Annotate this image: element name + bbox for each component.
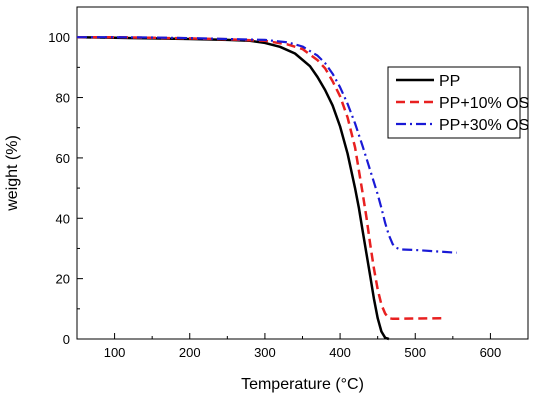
x-axis-title: Temperature (°C): [241, 376, 364, 393]
plot-frame: [76, 6, 529, 340]
x-tick-label: 400: [329, 345, 351, 360]
y-tick-label: 100: [48, 30, 70, 45]
legend-label: PP+30% OS: [439, 117, 529, 134]
y-axis-title: weight (%): [4, 135, 21, 212]
x-tick-label: 300: [254, 345, 276, 360]
x-axis: 100 200 300 400 500 600: [104, 333, 502, 360]
x-tick-label: 200: [179, 345, 201, 360]
series-layer: [76, 35, 457, 341]
y-tick-label: 40: [56, 211, 70, 226]
y-tick-label: 80: [56, 91, 70, 106]
x-tick-label: 500: [404, 345, 426, 360]
series-line-2: [77, 35, 446, 321]
legend-label: PP+10% OS: [439, 95, 529, 112]
y-tick-label: 20: [56, 272, 70, 287]
y-axis: 0 20 40 60 80 100: [48, 30, 83, 347]
legend: PP PP+10% OS PP+30% OS: [387, 66, 529, 139]
y-tick-label: 0: [63, 332, 70, 347]
legend-label: PP: [439, 73, 460, 90]
y-tick-label: 60: [56, 151, 70, 166]
x-tick-label: 100: [104, 345, 126, 360]
series-line-1: [76, 35, 390, 341]
x-tick-label: 600: [480, 345, 502, 360]
